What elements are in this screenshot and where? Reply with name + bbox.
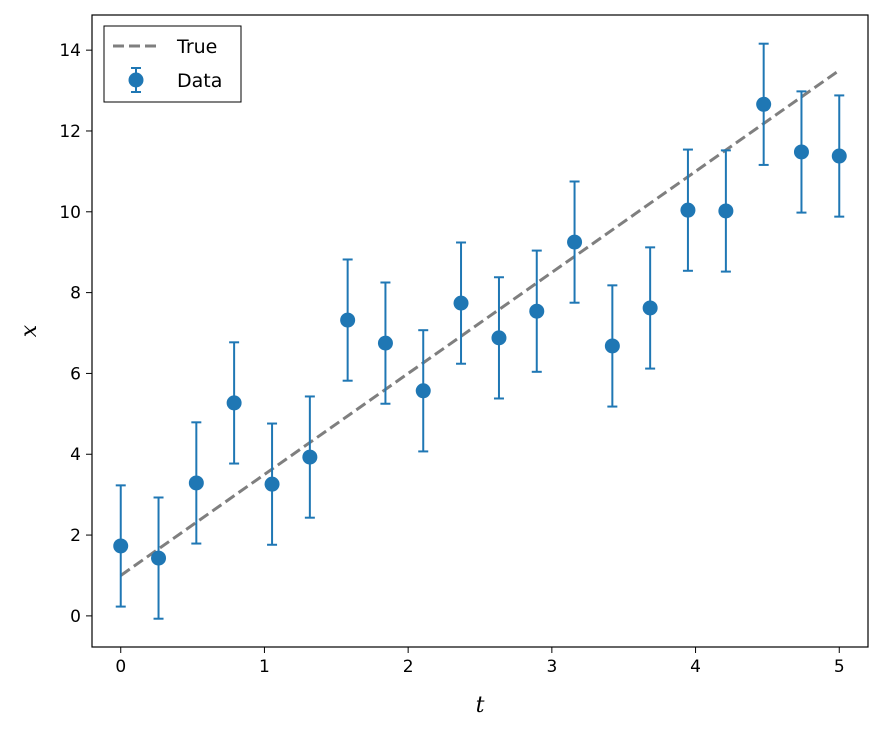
- legend-true-label: True: [176, 36, 217, 58]
- data-marker: [567, 234, 583, 250]
- data-point: [302, 395, 318, 519]
- data-point: [226, 341, 242, 465]
- x-tick-label: 1: [259, 657, 270, 677]
- data-point: [642, 246, 658, 370]
- legend-box: [103, 25, 242, 103]
- data-point: [680, 148, 696, 272]
- x-tick-label: 3: [546, 657, 557, 677]
- data-marker: [188, 475, 204, 491]
- data-point: [756, 42, 772, 166]
- data-point: [340, 258, 356, 382]
- data-point: [604, 284, 620, 408]
- x-tick-label: 0: [115, 657, 126, 677]
- x-tick-label: 5: [834, 657, 845, 677]
- data-marker: [151, 550, 167, 566]
- data-point: [377, 281, 393, 405]
- data-marker: [793, 144, 809, 160]
- true-line: [119, 69, 841, 577]
- data-marker: [680, 202, 696, 218]
- y-tick-label: 4: [70, 445, 81, 465]
- y-tick-label: 6: [70, 364, 81, 384]
- y-tick-label: 8: [70, 284, 81, 304]
- y-tick-label: 2: [70, 526, 81, 546]
- data-marker: [302, 449, 318, 465]
- data-marker: [415, 383, 431, 399]
- y-tick-label: 14: [59, 41, 81, 61]
- data-point: [491, 276, 507, 400]
- data-point: [529, 249, 545, 373]
- y-tick-label: 0: [70, 607, 81, 627]
- data-point: [151, 496, 167, 620]
- data-marker: [264, 476, 280, 492]
- data-marker: [340, 312, 356, 328]
- legend: True Data: [103, 25, 242, 103]
- legend-data-swatch: [128, 67, 144, 93]
- data-point: [831, 94, 847, 218]
- data-marker: [604, 338, 620, 354]
- data-marker: [377, 335, 393, 351]
- data-marker: [642, 300, 658, 316]
- data-point: [188, 421, 204, 545]
- data-point: [113, 484, 129, 608]
- y-tick-label: 12: [59, 122, 81, 142]
- data-point: [793, 90, 809, 214]
- data-point: [567, 180, 583, 304]
- data-marker: [491, 330, 507, 346]
- axes-frame: [91, 14, 869, 648]
- y-tick-label: 10: [59, 203, 81, 223]
- data-point: [415, 329, 431, 453]
- data-marker: [453, 295, 469, 311]
- data-point: [264, 422, 280, 546]
- x-tick-label: 2: [403, 657, 414, 677]
- legend-data-label: Data: [177, 70, 222, 92]
- data-marker: [756, 96, 772, 112]
- y-axis-label: x: [17, 324, 42, 337]
- plot-marks: [113, 42, 847, 620]
- x-axis-label: t: [476, 693, 485, 718]
- data-marker: [226, 395, 242, 411]
- data-marker: [529, 303, 545, 319]
- x-tick-label: 4: [690, 657, 701, 677]
- data-point: [453, 241, 469, 365]
- data-marker: [831, 148, 847, 164]
- data-point: [718, 149, 734, 273]
- data-marker: [718, 203, 734, 219]
- data-marker: [113, 538, 129, 554]
